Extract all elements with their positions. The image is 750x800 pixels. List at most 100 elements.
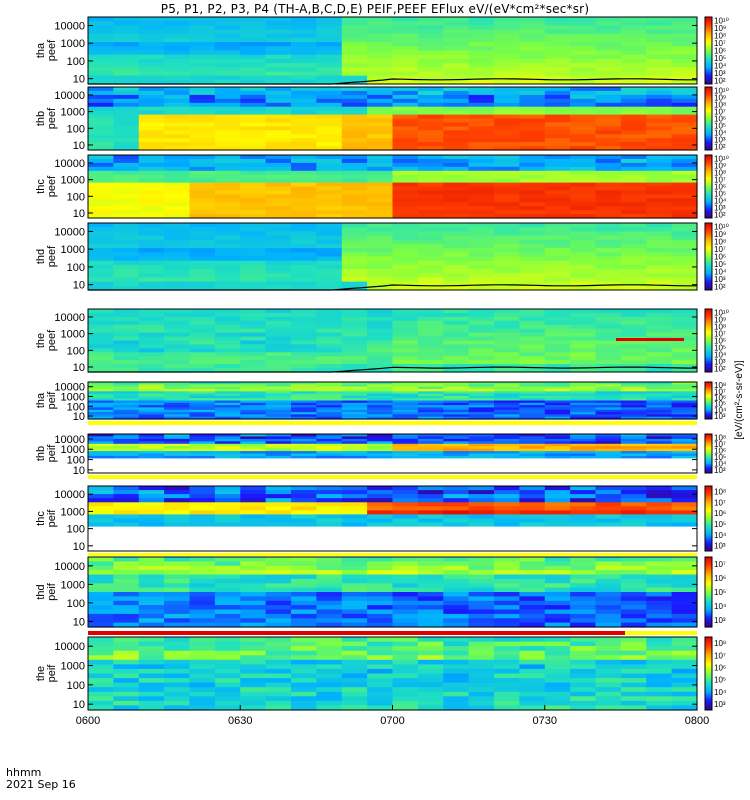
spectrogram-cell <box>417 50 444 56</box>
spectrogram-cell <box>367 412 394 415</box>
colorbar-segment <box>705 547 712 550</box>
spectrogram-cell <box>494 618 520 624</box>
spectrogram-cell <box>164 130 191 135</box>
spectrogram-cell <box>519 448 546 452</box>
spectrogram-cell <box>570 130 597 135</box>
spectrogram-cell <box>113 687 140 693</box>
spectrogram-cell <box>646 596 673 602</box>
spectrogram-cell <box>88 388 114 392</box>
spectrogram-cell <box>291 102 317 108</box>
spectrogram-cell <box>417 309 444 314</box>
spectrogram-cell <box>494 687 520 693</box>
spectrogram-cell <box>113 134 140 139</box>
spectrogram-cell <box>341 587 368 593</box>
colorbar-segment <box>705 579 712 583</box>
colorbar-segment <box>705 549 712 552</box>
spectrogram-cell <box>189 641 216 647</box>
spectrogram-cell <box>164 696 191 702</box>
spectrogram-cell <box>189 583 216 589</box>
spectrogram-cell <box>417 455 444 459</box>
spectrogram-cell <box>341 126 368 131</box>
spectrogram-cell <box>519 114 546 120</box>
spectrogram-cell <box>494 538 520 544</box>
spectrogram-cell <box>265 138 292 143</box>
spectrogram-cell <box>113 400 140 404</box>
spectrogram-cell <box>468 182 495 188</box>
spectrogram-cell <box>519 542 546 548</box>
spectrogram-cell <box>392 490 419 495</box>
spectrogram-cell <box>544 655 571 661</box>
spectrogram-cell <box>468 186 495 191</box>
spectrogram-cell <box>341 391 368 395</box>
colorbar-segment <box>705 403 712 405</box>
colorbar-frame <box>704 154 713 219</box>
spectrogram-cell <box>367 391 394 395</box>
spectrogram-cell <box>291 178 317 184</box>
colorbar-segment <box>705 677 712 680</box>
spectrogram-cell <box>671 37 698 43</box>
spectrogram-cell <box>214 384 241 388</box>
spectrogram-cell <box>164 502 191 507</box>
spectrogram-cell <box>291 210 317 215</box>
spectrogram-cell <box>671 42 698 47</box>
spectrogram-cell <box>240 596 267 602</box>
spectrogram-cell <box>595 443 622 447</box>
spectrogram-cell <box>620 364 647 369</box>
spectrogram-cell <box>544 25 571 31</box>
spectrogram-cell <box>443 486 470 491</box>
spectrogram-cell <box>214 522 241 528</box>
spectrogram-cell <box>189 655 216 661</box>
spectrogram-cell <box>316 114 343 120</box>
spectrogram-cell <box>443 356 470 361</box>
spectrogram-cell <box>113 655 140 661</box>
spectrogram-cell <box>88 659 114 665</box>
spectrogram-cell <box>341 277 368 283</box>
spectrogram-cell <box>341 646 368 652</box>
spectrogram-cell <box>214 79 241 85</box>
spectrogram-cell <box>468 514 495 520</box>
spectrogram-cell <box>88 678 114 684</box>
spectrogram-cell <box>341 691 368 697</box>
spectrogram-cell <box>265 673 292 679</box>
spectrogram-cell <box>164 705 191 711</box>
spectrogram-cell <box>265 231 292 237</box>
spectrogram-cell <box>189 54 216 60</box>
spectrogram-cell <box>494 17 520 22</box>
spectrogram-cell <box>544 458 571 462</box>
colorbar-segment <box>705 658 712 662</box>
spectrogram-cell <box>620 206 647 211</box>
spectrogram-cell <box>392 98 419 104</box>
spectrogram-cell <box>164 386 191 390</box>
spectrogram-cell <box>417 178 444 184</box>
spectrogram-cell <box>646 655 673 661</box>
spectrogram-cell <box>494 382 520 385</box>
spectrogram-cell <box>265 451 292 455</box>
colorbar-segment <box>705 706 712 709</box>
spectrogram-cell <box>443 155 470 160</box>
spectrogram-cell <box>113 463 140 467</box>
spectrogram-cell <box>88 332 114 338</box>
spectrogram-cell <box>392 455 419 459</box>
spectrogram-cell <box>595 368 622 373</box>
spectrogram-cell <box>494 79 520 85</box>
spectrogram-cell <box>316 490 343 495</box>
spectrogram-cell <box>265 458 292 462</box>
spectrogram-cell <box>341 613 368 619</box>
colorbar-segment <box>705 337 712 340</box>
spectrogram-cell <box>138 37 165 43</box>
spectrogram-cell <box>620 122 647 127</box>
spectrogram-cell <box>417 682 444 688</box>
spectrogram-cell <box>113 360 140 365</box>
spectrogram-cell <box>620 522 647 528</box>
spectrogram-cell <box>214 678 241 684</box>
spectrogram-cell <box>494 574 520 580</box>
spectrogram-cell <box>367 356 394 361</box>
spectrogram-cell <box>88 162 114 168</box>
colorbar-tick-label: 10⁶ <box>714 446 726 455</box>
spectrogram-cell <box>646 398 673 402</box>
spectrogram-cell <box>164 655 191 661</box>
y-tick-label: 1000 <box>61 391 85 403</box>
spectrogram-cell <box>392 243 419 249</box>
spectrogram-cell <box>494 565 520 571</box>
spectrogram-cell <box>138 252 165 258</box>
